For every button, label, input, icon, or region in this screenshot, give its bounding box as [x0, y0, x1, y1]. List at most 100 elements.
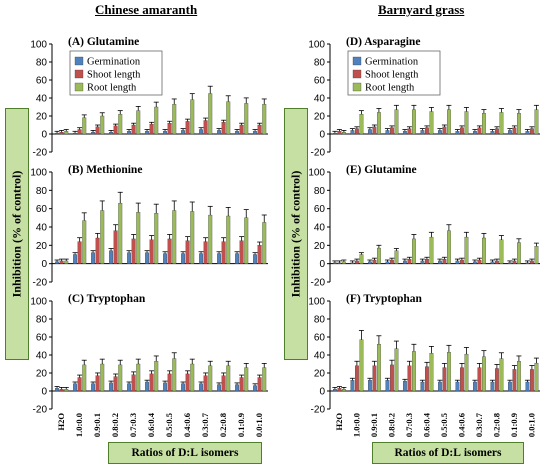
bar-germination — [109, 250, 113, 264]
bar-root — [446, 230, 451, 264]
x-axis-label-suffix: isomers — [197, 447, 239, 459]
bar-root — [341, 132, 346, 135]
bar-germination — [367, 129, 372, 135]
bar-germination — [455, 381, 460, 392]
bar-shoot — [239, 377, 244, 392]
x-axis-label-box-left: Ratios of D:L isomers — [108, 442, 262, 464]
bar-shoot — [512, 127, 517, 135]
chart-panel-4: -20 0 20 40 60 80 100 (D) Asparagine Germination… — [308, 36, 540, 159]
legend-label-shoot: Shoot length — [365, 70, 419, 81]
bar-shoot — [59, 389, 64, 392]
legend-swatch-germination — [74, 56, 84, 66]
bar-shoot — [407, 258, 412, 264]
bar-root — [172, 104, 177, 135]
bar-root — [82, 220, 87, 264]
bar-shoot — [77, 241, 82, 264]
bar-root — [464, 236, 469, 264]
bar-shoot — [337, 131, 342, 135]
bar-root — [429, 353, 434, 392]
bar-germination — [127, 131, 131, 135]
bar-shoot — [167, 123, 172, 135]
bar-germination — [181, 383, 185, 392]
x-tick-label: 1.0:0.0 — [74, 413, 84, 437]
bar-root — [64, 389, 69, 392]
bar-shoot — [149, 239, 154, 264]
bar-germination — [420, 260, 425, 264]
panel-title: (F) Tryptophan — [346, 293, 423, 305]
bar-shoot — [185, 373, 190, 392]
bar-germination — [350, 380, 355, 392]
bar-root — [534, 109, 539, 135]
bar-root — [534, 246, 539, 264]
y-tick-label: 0 — [319, 387, 325, 398]
bar-root — [172, 358, 177, 392]
y-tick-label: 100 — [308, 168, 325, 179]
bar-shoot — [59, 132, 64, 135]
bar-germination — [437, 260, 442, 264]
bar-shoot — [95, 237, 100, 264]
y-tick-label: 100 — [308, 40, 325, 51]
x-tick-label: 0.6:0.4 — [146, 412, 156, 437]
x-axis-label-prefix: Ratios of — [394, 447, 442, 459]
y-tick-label: 40 — [36, 351, 48, 362]
bar-shoot — [424, 258, 429, 264]
x-tick-label: 0.2:0.8 — [218, 413, 228, 437]
bar-germination — [91, 252, 95, 264]
bar-root — [499, 112, 504, 135]
bar-shoot — [257, 124, 262, 135]
bar-germination — [402, 260, 407, 264]
bar-germination — [332, 132, 337, 135]
x-tick-label: 0.0:1.0 — [254, 413, 264, 437]
bar-root — [359, 254, 364, 264]
bar-shoot — [442, 126, 447, 135]
y-tick-label: 80 — [314, 58, 326, 69]
bar-germination — [525, 381, 530, 392]
bar-root — [100, 115, 105, 135]
bar-shoot — [95, 375, 100, 392]
bar-shoot — [77, 129, 82, 135]
bar-root — [262, 222, 267, 264]
bar-shoot — [203, 375, 208, 392]
y-tick-label: 20 — [36, 112, 48, 123]
y-axis-label-box-left: Inhibition (% of control) — [5, 108, 29, 360]
bar-root — [359, 114, 364, 135]
bar-germination — [507, 130, 512, 135]
legend-label-root: Root length — [87, 83, 137, 94]
bar-root — [208, 365, 213, 392]
bar-root — [429, 236, 434, 264]
bar-shoot — [494, 368, 499, 392]
bar-germination — [73, 383, 77, 392]
y-tick-label: 20 — [314, 369, 326, 380]
y-tick-label: 0 — [41, 130, 47, 141]
bar-shoot — [424, 127, 429, 135]
bar-shoot — [407, 128, 412, 135]
bar-root — [190, 99, 195, 135]
bar-root — [226, 365, 231, 392]
x-tick-label: H2O — [334, 413, 344, 431]
bar-germination — [181, 253, 185, 264]
bar-germination — [55, 261, 59, 264]
bar-root — [517, 361, 521, 392]
bar-shoot — [77, 377, 82, 392]
chart-panel-5: -20 0 20 40 60 80 100 (E) Glutamine — [308, 164, 540, 289]
y-tick-label: 80 — [314, 315, 326, 326]
bar-germination — [402, 380, 407, 392]
bar-root — [464, 111, 469, 135]
bar-shoot — [459, 127, 464, 135]
x-axis-label-suffix: isomers — [460, 447, 502, 459]
legend-swatch-shoot — [352, 69, 362, 79]
bar-shoot — [185, 121, 190, 135]
y-tick-label: 60 — [314, 76, 326, 87]
bar-root — [262, 367, 267, 392]
bar-germination — [217, 384, 221, 392]
legend-label-germination: Germination — [365, 57, 419, 68]
x-tick-label: 0.4:0.6 — [456, 413, 466, 437]
y-tick-label: 80 — [36, 186, 48, 197]
y-tick-label: 0 — [319, 130, 325, 141]
bar-shoot — [477, 367, 482, 392]
bar-root — [481, 356, 486, 392]
bar-root — [411, 351, 416, 392]
bar-shoot — [221, 375, 226, 392]
panel-title: (D) Asparagine — [346, 36, 420, 48]
bar-germination — [199, 129, 203, 135]
